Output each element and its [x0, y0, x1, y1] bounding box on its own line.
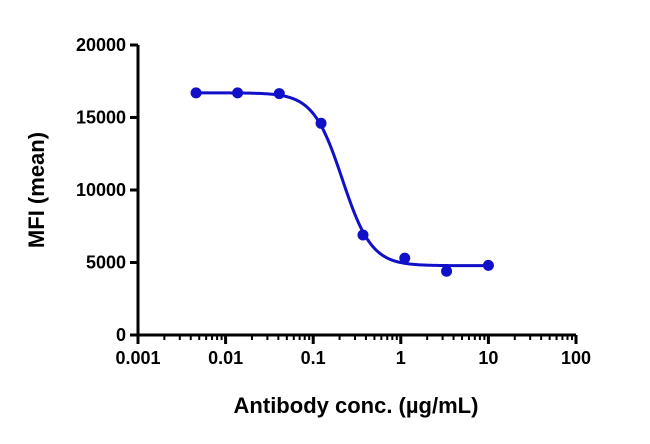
data-points-layer [190, 87, 494, 277]
y-tick-label: 5000 [86, 253, 126, 273]
data-point [190, 87, 202, 99]
x-tick-label: 10 [478, 348, 498, 368]
y-tick-label: 10000 [76, 180, 126, 200]
y-tick-label: 15000 [76, 108, 126, 128]
data-point [399, 252, 411, 264]
y-tick-label: 0 [116, 325, 126, 345]
data-point [273, 88, 285, 100]
y-tick-label: 20000 [76, 35, 126, 55]
x-tick-label: 0.1 [301, 348, 326, 368]
x-axis-title: Antibody conc. (µg/mL) [234, 393, 479, 418]
data-point [482, 259, 494, 271]
data-point [315, 117, 327, 129]
data-point [357, 229, 369, 241]
x-tick-label: 0.01 [208, 348, 243, 368]
fit-curve-layer [196, 91, 489, 268]
data-point [232, 87, 244, 99]
data-point [441, 265, 453, 277]
x-tick-label: 1 [396, 348, 406, 368]
fit-curve [196, 91, 489, 268]
y-axis-title: MFI (mean) [24, 132, 49, 248]
x-tick-label: 100 [561, 348, 591, 368]
axes: 0 5000 10000 15000 20000 0.001 0.01 0.1 1 10 100 [76, 35, 591, 368]
x-tick-label: 0.001 [115, 348, 160, 368]
